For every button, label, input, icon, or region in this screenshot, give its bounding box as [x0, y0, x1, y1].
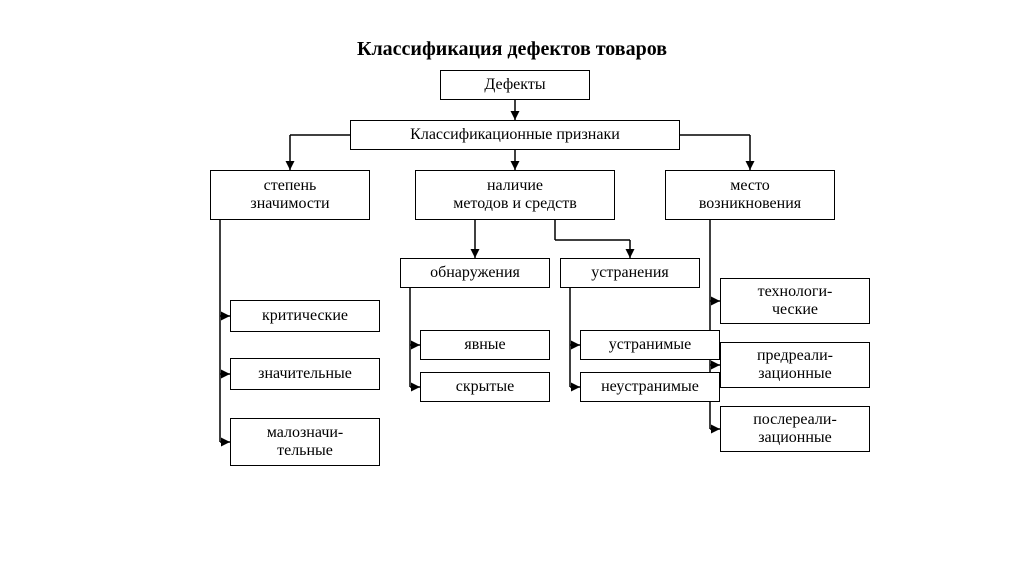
node-c1b: значительные [230, 358, 380, 390]
node-c1a: критические [230, 300, 380, 332]
node-c3b: предреали-зационные [720, 342, 870, 388]
node-cat2: наличиеметодов и средств [415, 170, 615, 220]
node-cat1: степеньзначимости [210, 170, 370, 220]
node-c2fb: неустранимые [580, 372, 720, 402]
node-c2fix: устранения [560, 258, 700, 288]
node-criteria: Классификационные признаки [350, 120, 680, 150]
node-c3c: послереали-зационные [720, 406, 870, 452]
node-c2db: скрытые [420, 372, 550, 402]
diagram-title: Классификация дефектов товаров [0, 38, 1024, 61]
node-c2det: обнаружения [400, 258, 550, 288]
node-c3a: технологи-ческие [720, 278, 870, 324]
node-c2da: явные [420, 330, 550, 360]
node-cat3: местовозникновения [665, 170, 835, 220]
diagram-canvas: Классификация дефектов товаров Дефекты Кл… [0, 0, 1024, 574]
node-c1c: малозначи-тельные [230, 418, 380, 466]
node-c2fa: устранимые [580, 330, 720, 360]
node-root: Дефекты [440, 70, 590, 100]
